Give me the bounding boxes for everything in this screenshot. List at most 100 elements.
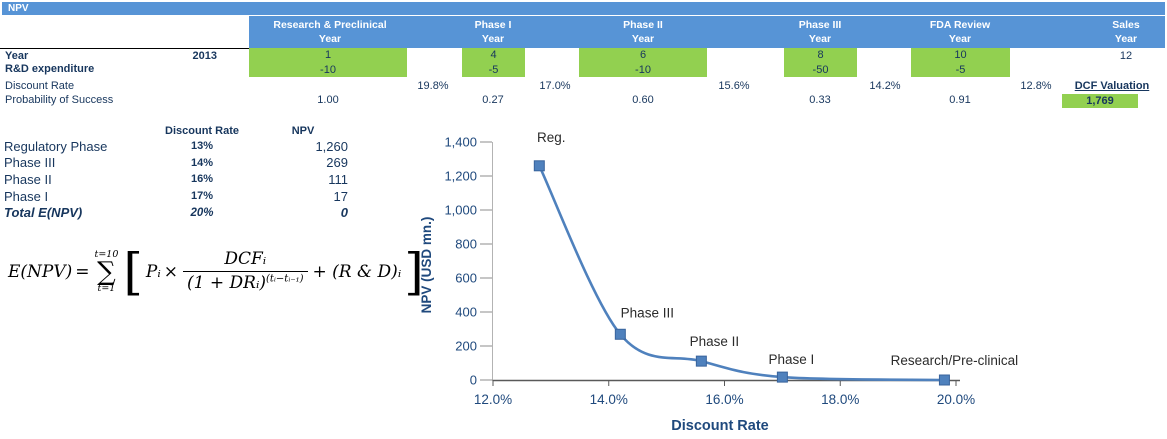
phase-year-value: 8	[817, 49, 824, 61]
phase-header-sub: Year	[318, 33, 342, 45]
npv-row-rate: 20%	[190, 206, 214, 219]
phase-header-sub: Year	[948, 33, 972, 45]
npv-row-label: Phase II	[4, 171, 52, 187]
npv-row-value: 269	[326, 155, 348, 171]
probability-cell-5[interactable]: 0.91	[949, 94, 971, 106]
phase-header-name: Sales	[1112, 19, 1140, 31]
npv-table-row-2[interactable]: Phase III 14% 269	[4, 155, 360, 172]
phase-input-cell-3[interactable]: 6 -10	[579, 48, 707, 77]
formula-probability-term: Pᵢ	[145, 262, 161, 282]
phase-header-4: Phase III Year	[799, 18, 842, 46]
phase-header-name: FDA Review	[929, 19, 991, 31]
phase-rd-expenditure-value: -10	[320, 63, 336, 76]
formula-rnd-term: + (R & D)ᵢ	[312, 262, 402, 282]
formula-close-bracket: ]	[404, 243, 424, 301]
phase-header-3: Phase II Year	[623, 18, 663, 46]
phase-rd-expenditure-value: -10	[635, 63, 651, 76]
phase-header-5: FDA Review Year	[930, 18, 990, 46]
npv-curve	[538, 164, 946, 382]
row-label-discount-rate[interactable]: Discount Rate	[5, 80, 75, 92]
data-point-marker-4	[776, 371, 788, 383]
npv-table-row-5[interactable]: Total E(NPV) 20% 0	[4, 204, 360, 221]
phase-header-sub: Year	[1114, 33, 1138, 45]
phase-rd-expenditure-value: -5	[955, 63, 966, 76]
phase-header-1: Research & Preclinical Year	[273, 18, 386, 46]
probability-cell-3[interactable]: 0.60	[632, 94, 654, 106]
x-axis-tick-label: 20.0%	[937, 392, 975, 407]
phase-header-name: Research & Preclinical	[273, 19, 387, 31]
discount-rate-cell-5[interactable]: 12.8%	[1020, 80, 1052, 92]
phase-year-value: 10	[954, 49, 967, 61]
y-axis-title: NPV (USD mn.)	[420, 217, 434, 314]
data-point-marker-2	[614, 328, 626, 340]
row-label-year[interactable]: Year	[5, 50, 29, 62]
discount-rate-cell-1[interactable]: 19.8%	[417, 80, 449, 92]
sales-year-cell[interactable]: 12	[1119, 50, 1133, 62]
sigma-symbol: ∑	[97, 257, 116, 287]
formula-fraction: DCFᵢ (1 + DRᵢ)(tᵢ−tᵢ₋₁)	[183, 250, 308, 293]
npv-row-label: Phase III	[4, 155, 56, 171]
npv-row-rate: 17%	[190, 190, 214, 203]
data-point-marker-5	[938, 374, 950, 386]
phase-input-cell-2[interactable]: 4 -5	[462, 48, 525, 77]
dcf-valuation-value: 1,769	[1086, 95, 1114, 107]
phase-header-sub: Year	[481, 33, 505, 45]
formula-numerator: DCFᵢ	[224, 249, 267, 270]
formula-exponent: (tᵢ−tᵢ₋₁)	[266, 273, 304, 285]
formula-open-bracket: [	[123, 243, 143, 301]
npv-summary-table: Discount Rate NPV Regulatory Phase 13% 1,2…	[4, 123, 360, 221]
phase-input-cell-5[interactable]: 10 -5	[911, 48, 1010, 77]
y-axis-tick-label: 400	[455, 305, 477, 320]
npv-table-header-npv: NPV	[291, 124, 315, 137]
y-axis-tick-label: 0	[470, 373, 477, 388]
formula-summation: t=10 ∑ t=1	[94, 249, 119, 294]
phase-rd-expenditure-value: -50	[812, 63, 829, 76]
discount-rate-cell-2[interactable]: 17.0%	[539, 80, 571, 92]
x-axis-tick-label: 16.0%	[705, 392, 743, 407]
formula-equals: =	[75, 262, 90, 282]
x-axis-tick-label: 12.0%	[474, 392, 512, 407]
phase-header-sub: Year	[808, 33, 832, 45]
phase-header-2: Phase I Year	[475, 18, 512, 46]
data-point-label-3: Phase II	[690, 334, 740, 349]
sheet-title: NPV	[8, 3, 29, 14]
enpv-formula[interactable]: E(NPV) = t=10 ∑ t=1 [ Pᵢ × DCFᵢ (1 + DRᵢ…	[8, 240, 424, 304]
npv-table-row-4[interactable]: Phase I 17% 17	[4, 188, 360, 205]
discount-rate-cell-4[interactable]: 14.2%	[869, 80, 901, 92]
y-axis-tick-label: 1,000	[444, 203, 477, 218]
npv-table-row-1[interactable]: Regulatory Phase 13% 1,260	[4, 138, 360, 155]
base-year-cell[interactable]: 2013	[192, 50, 217, 62]
discount-rate-cell-3[interactable]: 15.6%	[718, 80, 750, 92]
npv-discount-rate-chart[interactable]: 0 200 400 600 800 1,000 1,200 1,400 12.0% 14.0% 16…	[420, 115, 1160, 439]
dcf-valuation-label[interactable]: DCF Valuation	[1074, 80, 1150, 92]
npv-row-label: Phase I	[4, 188, 49, 204]
npv-row-rate: 13%	[190, 140, 214, 153]
dcf-valuation-cell[interactable]: 1,769	[1062, 94, 1138, 108]
y-axis-tick-label: 600	[455, 271, 477, 286]
phase-input-cell-4[interactable]: 8 -50	[784, 48, 857, 77]
npv-table-row-3[interactable]: Phase II 16% 111	[4, 171, 360, 188]
data-point-label-2: Phase III	[621, 305, 674, 320]
probability-cell-2[interactable]: 0.27	[482, 94, 504, 106]
phase-header-sub: Year	[631, 33, 655, 45]
data-point-marker-1	[533, 160, 545, 172]
phase-header-name: Phase III	[798, 19, 842, 31]
npv-row-rate: 14%	[190, 156, 214, 169]
probability-cell-4[interactable]: 0.33	[809, 94, 831, 106]
row-label-rd-expenditure[interactable]: R&D expenditure	[5, 63, 95, 75]
x-axis-tick-label: 18.0%	[821, 392, 859, 407]
phase-header-band: Research & Preclinical Year Phase I Year Pha…	[249, 16, 1165, 48]
formula-lhs: E(NPV)	[8, 262, 73, 282]
phase-input-cell-1[interactable]: 1 -10	[249, 48, 407, 77]
probability-cell-1[interactable]: 1.00	[317, 94, 339, 106]
data-point-label-4: Phase I	[768, 352, 814, 367]
phase-header-name: Phase II	[623, 19, 663, 31]
phase-header-6: Sales Year	[1112, 18, 1139, 46]
npv-row-label: Total E(NPV)	[4, 205, 83, 221]
row-label-probability[interactable]: Probability of Success	[5, 94, 114, 106]
x-axis-tick-label: 14.0%	[590, 392, 628, 407]
npv-row-value: 17	[333, 188, 348, 204]
formula-denominator: (1 + DRᵢ)(tᵢ−tᵢ₋₁)	[183, 271, 308, 294]
npv-table-header-discount-rate: Discount Rate	[165, 124, 239, 137]
sheet-title-bar: NPV	[2, 2, 1165, 15]
